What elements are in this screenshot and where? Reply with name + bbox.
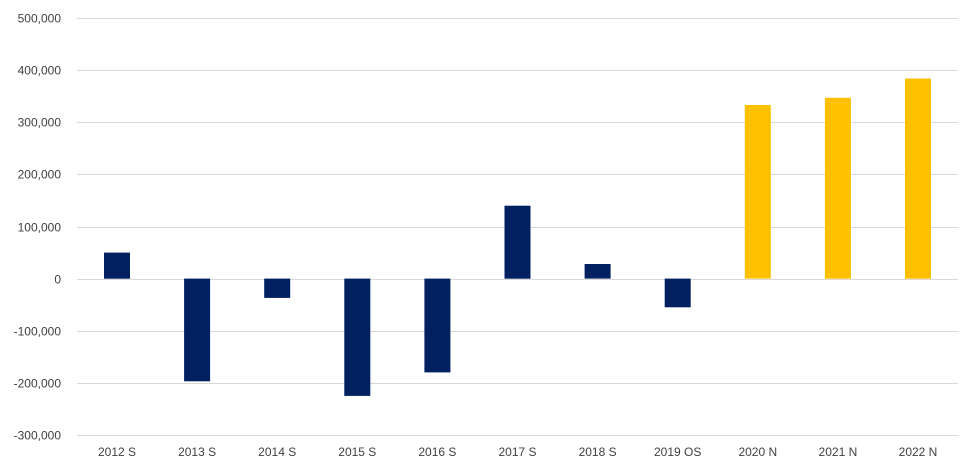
bar-2021-n [824,97,851,279]
x-tick-label: 2016 S [418,445,456,459]
x-tick-label: 2017 S [498,445,536,459]
y-tick-label: -300,000 [14,429,62,443]
bar-2018-s [584,264,611,279]
bar-2015-s [344,278,371,396]
y-tick-label: 0 [54,273,61,287]
x-tick-label: 2012 S [98,445,136,459]
x-tick-label: 2019 OS [654,445,701,459]
x-tick-label: 2018 S [579,445,617,459]
x-tick-label: 2021 N [819,445,858,459]
y-tick-label: 300,000 [18,116,62,130]
y-tick-label: 500,000 [18,12,62,26]
y-tick-label: 200,000 [18,168,62,182]
y-tick-label: -200,000 [14,377,62,391]
bars [104,78,931,396]
x-axis-tick-labels: 2012 S 2013 S 2014 S 2015 S 2016 S 2017 S 2018… [98,445,937,459]
x-tick-label: 2015 S [338,445,376,459]
bar-2022-n [905,78,931,279]
bar-2020-n [744,105,771,279]
bar-2014-s [264,278,291,298]
bar-2013-s [184,278,211,382]
bar-2012-s [104,252,130,279]
x-tick-label: 2022 N [899,445,938,459]
y-tick-label: -100,000 [14,325,62,339]
bar-2019-os [664,278,691,308]
bar-2017-s [504,205,531,279]
x-tick-label: 2020 N [738,445,777,459]
x-tick-label: 2013 S [178,445,216,459]
y-tick-label: 100,000 [18,221,62,235]
x-tick-label: 2014 S [258,445,296,459]
y-axis-tick-labels: 500,000 400,000 300,000 200,000 100,000 0 -100… [14,12,62,443]
bar-2016-s [424,278,451,373]
y-tick-label: 400,000 [18,64,62,78]
